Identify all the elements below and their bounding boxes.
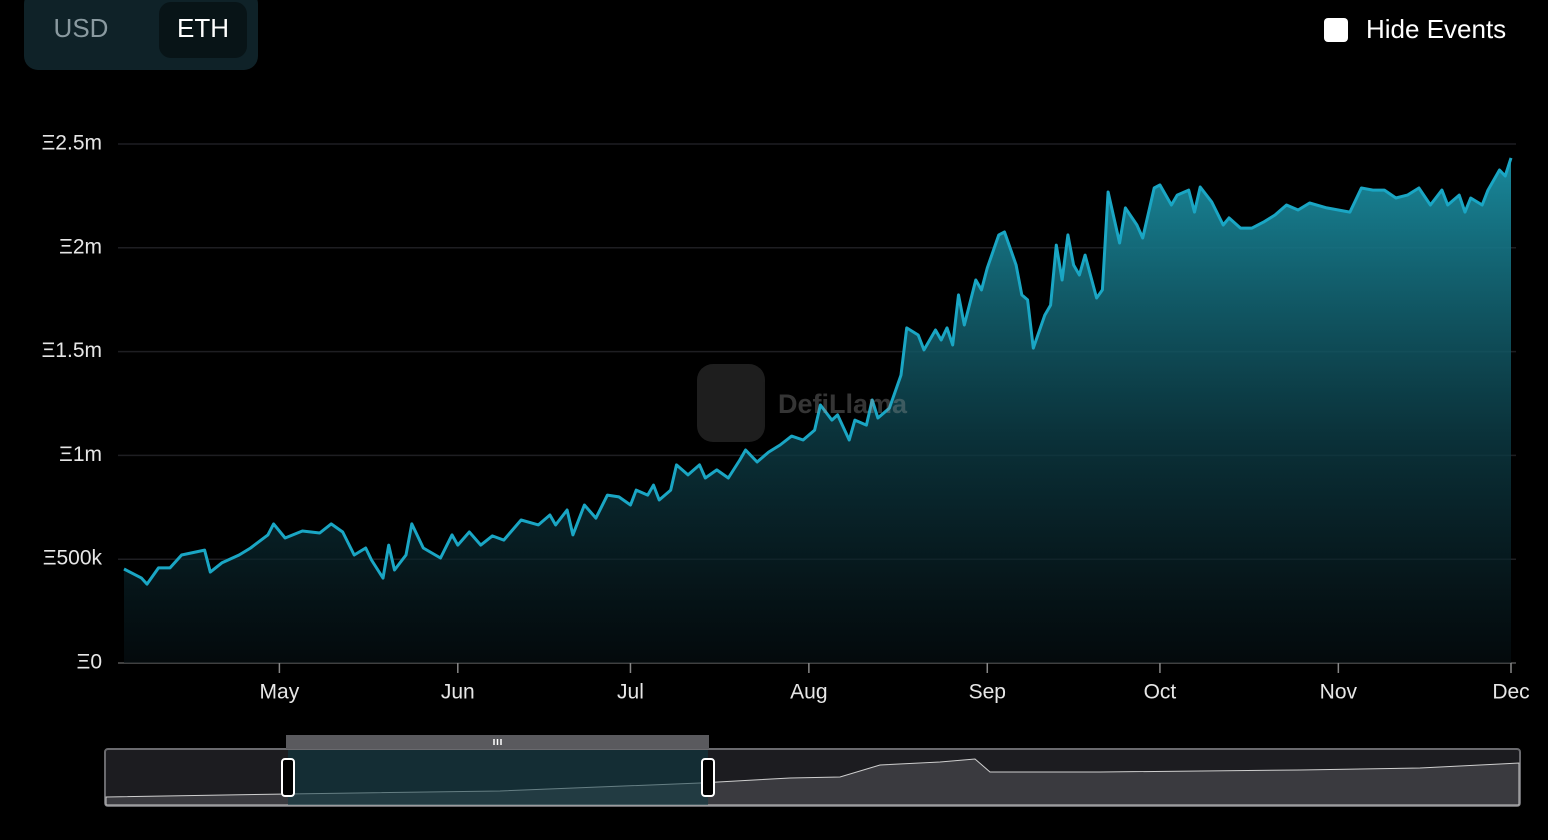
y-tick-label: Ξ0	[77, 651, 102, 674]
brush-grip	[493, 739, 502, 745]
plot-area: Ξ0 Ξ500k Ξ1m Ξ1.5m Ξ2m Ξ2.5m May Jun Jul Aug Sep Oc…	[42, 132, 1530, 704]
brush-handle-right[interactable]	[701, 758, 715, 797]
x-tick-label: Jul	[617, 681, 644, 704]
watermark-text: DefiLlama	[778, 389, 908, 419]
hide-events-label[interactable]: Hide Events	[1366, 14, 1506, 44]
x-tick-label: May	[260, 681, 300, 704]
x-tick-label: Aug	[790, 681, 827, 704]
hide-events-checkbox[interactable]	[1324, 18, 1348, 42]
y-tick-label: Ξ1.5m	[42, 339, 102, 362]
x-tick-label: Nov	[1320, 681, 1358, 704]
brush-handle-left[interactable]	[281, 758, 295, 797]
line	[123, 157, 1513, 586]
y-tick-label: Ξ500k	[43, 547, 103, 570]
x-tick-label: Dec	[1492, 681, 1529, 704]
y-tick-label: Ξ2.5m	[42, 132, 102, 155]
brush-selection[interactable]	[288, 750, 708, 805]
y-tick-label: Ξ1m	[59, 443, 102, 466]
watermark: DefiLlama	[697, 364, 908, 442]
y-tick-label: Ξ2m	[59, 235, 102, 258]
watermark-logo	[697, 364, 765, 442]
x-tick-label: Sep	[969, 681, 1006, 704]
area-fill	[124, 157, 1511, 663]
x-tick-label: Oct	[1144, 681, 1177, 704]
x-tick-label: Jun	[441, 681, 475, 704]
brush	[104, 735, 1521, 807]
toggle-usd[interactable]: USD	[54, 13, 109, 43]
toggle-eth[interactable]: ETH	[177, 13, 229, 43]
toggle-active-bg	[159, 2, 247, 58]
